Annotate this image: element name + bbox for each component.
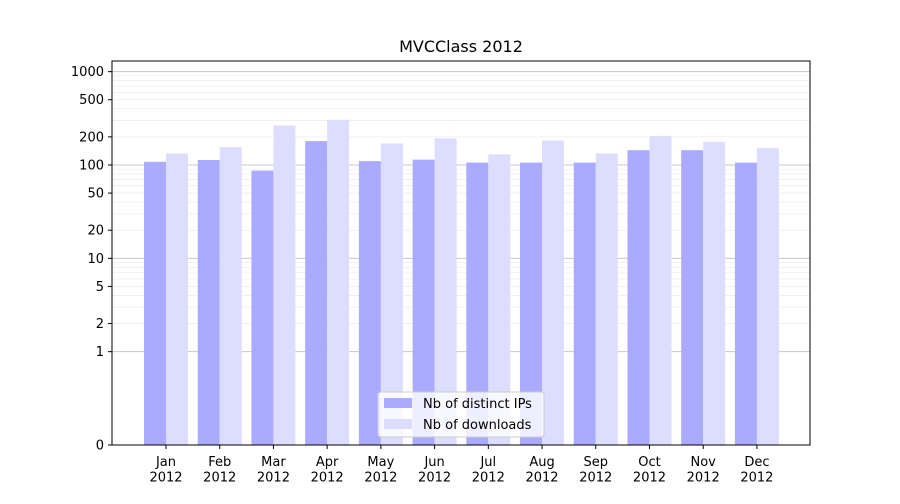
bar-downloads: [703, 141, 726, 445]
bar-downloads: [327, 119, 350, 446]
x-tick-label: Oct: [638, 455, 660, 470]
legend-label: Nb of distinct IPs: [423, 397, 532, 412]
bar-distinct-ips: [681, 150, 704, 446]
x-tick-label: Nov: [691, 455, 717, 470]
bar-distinct-ips: [197, 160, 220, 446]
x-tick-label: 2012: [203, 471, 236, 486]
y-tick-label: 2: [96, 317, 104, 332]
x-tick-label: 2012: [740, 471, 773, 486]
x-axis: Jan2012Feb2012Mar2012Apr2012May2012Jun20…: [149, 445, 773, 486]
x-tick-label: May: [367, 455, 394, 470]
bar-downloads: [434, 138, 457, 446]
bar-distinct-ips: [466, 162, 489, 445]
bar-downloads: [649, 135, 672, 445]
bar-distinct-ips: [305, 141, 328, 445]
bar-distinct-ips: [573, 162, 596, 445]
x-tick-label: Mar: [261, 455, 286, 470]
y-tick-label: 1: [96, 345, 104, 360]
x-tick-label: Aug: [529, 455, 554, 470]
y-tick-label: 20: [87, 224, 104, 239]
y-tick-label: 5: [96, 280, 104, 295]
y-tick-label: 50: [87, 187, 104, 202]
y-tick-label: 1000: [71, 65, 104, 80]
x-tick-label: 2012: [525, 471, 558, 486]
y-tick-label: 500: [79, 93, 104, 108]
bar-downloads: [380, 143, 403, 445]
x-tick-label: 2012: [418, 471, 451, 486]
bars: [144, 119, 779, 446]
legend-label: Nb of downloads: [423, 418, 532, 433]
x-tick-label: Feb: [208, 455, 231, 470]
x-tick-label: 2012: [311, 471, 344, 486]
x-tick-label: 2012: [687, 471, 720, 486]
x-tick-label: 2012: [257, 471, 290, 486]
bar-distinct-ips: [251, 170, 274, 445]
legend-swatch: [384, 398, 412, 408]
x-tick-label: 2012: [579, 471, 612, 486]
bar-distinct-ips: [144, 161, 166, 446]
x-tick-label: Sep: [584, 455, 609, 470]
bar-downloads: [488, 154, 511, 445]
bar-downloads: [166, 153, 188, 445]
y-tick-label: 10: [87, 252, 104, 267]
bar-distinct-ips: [520, 162, 543, 445]
plot-frame: [111, 60, 811, 446]
legend-box: [377, 391, 545, 438]
x-tick-label: Apr: [316, 455, 339, 470]
bar-distinct-ips: [734, 162, 757, 445]
legend-swatch: [384, 419, 412, 429]
bar-downloads: [595, 153, 618, 445]
legend: Nb of distinct IPs Nb of downloads: [377, 391, 545, 438]
bar-distinct-ips: [412, 159, 435, 445]
x-tick-label: 2012: [149, 471, 182, 486]
x-tick-label: 2012: [633, 471, 666, 486]
x-tick-label: 2012: [472, 471, 505, 486]
x-tick-label: 2012: [364, 471, 397, 486]
y-tick-label: 0: [96, 439, 104, 454]
y-tick-label: 200: [79, 130, 104, 145]
x-tick-label: Jul: [479, 455, 496, 470]
x-tick-label: Jun: [423, 455, 444, 470]
chart-title: MVCClass 2012: [399, 37, 523, 56]
x-tick-label: Dec: [744, 455, 769, 470]
bar-downloads: [219, 147, 242, 445]
bar-distinct-ips: [627, 150, 650, 446]
bar-downloads: [273, 125, 296, 445]
x-tick-label: Jan: [155, 455, 176, 470]
y-axis: 0 1 2 5 10 20 50 100 200 500 1000: [71, 65, 112, 454]
bar-downloads: [756, 148, 779, 445]
bar-distinct-ips: [358, 161, 381, 446]
y-tick-label: 100: [79, 158, 104, 173]
bar-downloads: [542, 140, 565, 445]
